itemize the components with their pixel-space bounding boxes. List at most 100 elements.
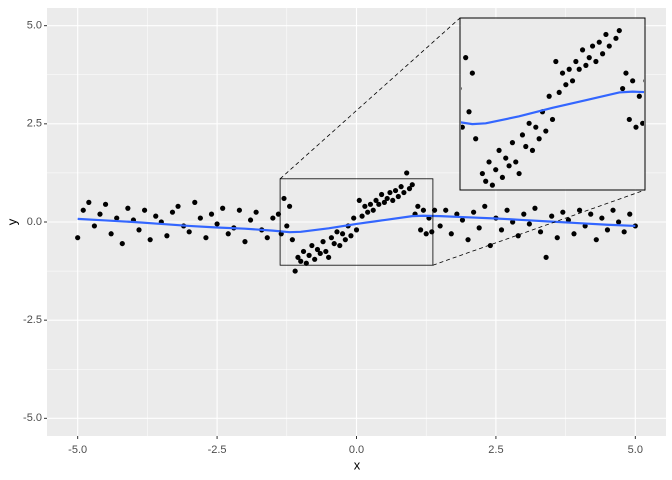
point <box>331 240 337 247</box>
point <box>461 86 462 91</box>
point <box>571 231 577 237</box>
point <box>487 242 493 249</box>
point <box>599 51 606 57</box>
y-tick-label: -2.5 <box>23 314 42 326</box>
point <box>532 205 538 211</box>
point <box>141 207 148 213</box>
point <box>579 47 586 53</box>
point <box>554 235 560 241</box>
point <box>503 155 509 161</box>
point <box>418 227 424 233</box>
inset-panel <box>461 19 644 189</box>
point <box>510 219 516 225</box>
point <box>506 163 512 169</box>
connector <box>279 17 461 180</box>
point <box>576 207 583 213</box>
x-tick-label: -5.0 <box>68 444 87 456</box>
point <box>543 128 549 134</box>
point <box>504 207 510 213</box>
smooth-line <box>77 214 636 234</box>
point <box>298 258 304 264</box>
point <box>423 231 429 237</box>
point <box>448 231 454 237</box>
point <box>486 159 492 165</box>
connector <box>432 189 646 266</box>
plot-area <box>75 170 638 274</box>
point <box>381 199 387 205</box>
point <box>563 82 569 88</box>
point <box>516 170 522 177</box>
point <box>208 211 215 217</box>
point <box>621 229 627 235</box>
point <box>482 203 488 209</box>
y-tick-label: -5.0 <box>23 412 42 424</box>
point <box>583 62 589 68</box>
point <box>286 203 293 209</box>
point <box>465 237 471 243</box>
point <box>603 31 609 38</box>
point <box>569 78 576 84</box>
point <box>337 242 343 249</box>
point <box>409 182 415 188</box>
point <box>317 250 323 257</box>
point <box>543 254 549 260</box>
point <box>395 193 401 200</box>
point <box>549 116 556 123</box>
point <box>351 215 357 221</box>
point <box>320 239 326 245</box>
point <box>295 254 301 260</box>
point <box>593 58 599 65</box>
point <box>560 209 566 215</box>
point <box>526 221 532 227</box>
point <box>86 199 92 205</box>
point <box>114 215 120 221</box>
point <box>643 79 644 83</box>
point <box>415 203 421 209</box>
point <box>443 207 449 213</box>
point <box>339 231 346 237</box>
point <box>378 191 385 198</box>
point <box>153 213 159 219</box>
point <box>359 213 365 219</box>
inset-plot <box>461 27 644 188</box>
point <box>536 136 542 142</box>
point <box>102 201 109 207</box>
point <box>220 205 226 211</box>
point <box>169 209 176 215</box>
point <box>203 235 209 241</box>
point <box>398 184 404 190</box>
point <box>75 235 81 241</box>
point <box>373 197 379 204</box>
point <box>247 217 254 223</box>
point <box>309 242 315 249</box>
point <box>136 227 142 233</box>
point <box>306 252 312 258</box>
point <box>620 85 626 92</box>
point <box>566 66 572 72</box>
point <box>289 237 295 243</box>
point <box>214 221 220 227</box>
point <box>610 207 616 213</box>
y-tick-label: 0.0 <box>27 216 42 228</box>
point <box>613 35 619 41</box>
point <box>401 189 407 196</box>
point <box>576 66 582 72</box>
point <box>466 109 472 115</box>
point <box>626 116 632 123</box>
point <box>573 58 579 65</box>
point <box>328 235 335 241</box>
point <box>175 203 181 209</box>
point <box>640 120 644 126</box>
point <box>281 195 287 202</box>
point <box>483 178 489 184</box>
point <box>384 195 390 202</box>
point <box>606 43 612 49</box>
x-tick-label: 2.5 <box>488 444 503 456</box>
point <box>312 256 318 262</box>
point <box>586 55 592 61</box>
point <box>125 205 131 211</box>
point <box>630 78 636 84</box>
point <box>593 237 599 243</box>
point <box>509 140 516 146</box>
point <box>523 143 529 150</box>
